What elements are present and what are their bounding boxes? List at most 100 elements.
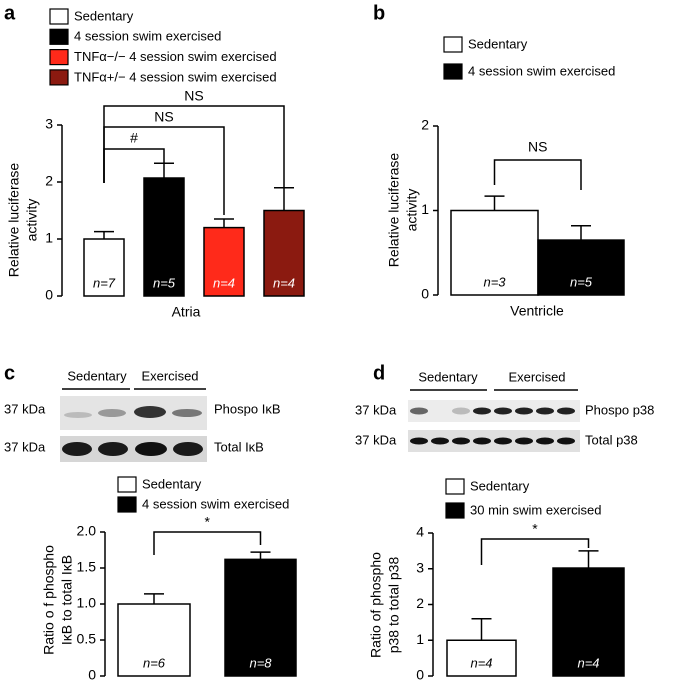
legend-label: TNFα−/− 4 session swim exercised — [74, 49, 277, 64]
panel-letter: d — [373, 362, 385, 384]
bar — [143, 177, 185, 297]
y-tick-label: 1 — [45, 230, 53, 246]
legend-label: Sedentary — [470, 478, 530, 493]
legend-label: 4 session swim exercised — [74, 29, 221, 44]
y-tick-label: 2.0 — [77, 523, 97, 539]
panel-letter: c — [4, 362, 15, 384]
band — [515, 437, 533, 445]
band — [536, 437, 554, 445]
blot-size: 37 kDa — [355, 402, 397, 417]
blot-group: Sedentary — [67, 368, 127, 383]
blot-label: Phospo p38 — [585, 402, 654, 417]
y-tick-label: 4 — [416, 524, 424, 540]
n-label: n=3 — [483, 274, 506, 289]
bar — [203, 226, 245, 297]
legend-label: 4 session swim exercised — [468, 63, 615, 78]
legend-swatch — [445, 502, 465, 519]
legend-swatch — [49, 28, 69, 45]
legend-label: Sedentary — [468, 36, 528, 51]
legend-swatch — [443, 63, 463, 80]
y-tick-label: 1.0 — [77, 595, 97, 611]
band — [494, 407, 512, 415]
blot-group: Exercised — [141, 368, 198, 383]
y-tick-label: 0 — [45, 287, 53, 303]
bar — [224, 558, 297, 677]
n-label: n=8 — [249, 655, 272, 670]
blot-label: Phospo IκB — [214, 401, 281, 416]
y-tick-label: 2 — [45, 173, 53, 189]
x-axis-label: Atria — [172, 304, 201, 320]
legend-swatch — [445, 478, 465, 495]
y-tick-label: 1 — [421, 201, 429, 217]
legend-swatch — [49, 8, 69, 25]
bar — [552, 567, 625, 677]
significance-label: NS — [184, 88, 203, 104]
legend-label: 4 session swim exercised — [142, 496, 289, 511]
n-label: n=5 — [153, 275, 176, 290]
legend-swatch — [49, 48, 69, 66]
y-tick-label: 3 — [45, 116, 53, 132]
legend-swatch — [49, 69, 69, 86]
band — [473, 407, 491, 415]
y-tick-label: 0 — [416, 667, 424, 681]
legend-label: Sedentary — [142, 476, 202, 491]
y-axis-label: IκB to total IκB — [59, 555, 75, 645]
band — [494, 437, 512, 445]
n-label: n=4 — [577, 655, 599, 670]
y-tick-label: 2 — [421, 117, 429, 133]
n-label: n=5 — [570, 274, 593, 289]
y-axis-label: Relative luciferase — [6, 163, 22, 278]
band — [515, 407, 533, 415]
bar — [83, 238, 125, 297]
n-label: n=4 — [470, 655, 492, 670]
bar — [446, 639, 517, 677]
y-tick-label: 1 — [416, 631, 424, 647]
legend-swatch — [117, 496, 137, 513]
significance-bracket — [480, 538, 590, 565]
n-label: n=4 — [213, 275, 235, 290]
band — [473, 437, 491, 445]
band — [452, 437, 470, 445]
legend-swatch — [443, 36, 463, 53]
y-axis-label: activity — [404, 189, 420, 232]
y-axis-label: p38 to total p38 — [386, 557, 402, 654]
y-axis-label: Ratio o f phospho — [41, 545, 57, 655]
significance-label: # — [130, 130, 138, 146]
bar — [117, 603, 191, 677]
y-axis-label: activity — [24, 199, 40, 242]
legend-swatch — [117, 476, 137, 493]
blot-label: Total p38 — [585, 432, 638, 447]
significance-label: NS — [528, 139, 547, 155]
y-axis-label: Ratio of phospho — [368, 552, 384, 658]
band — [536, 407, 554, 415]
y-tick-label: 0 — [421, 286, 429, 302]
band — [410, 437, 428, 445]
bar — [263, 209, 305, 297]
panel-letter: b — [373, 2, 385, 24]
significance-bracket — [103, 105, 285, 187]
band — [557, 437, 575, 445]
x-axis-label: Ventricle — [510, 303, 564, 319]
y-tick-label: 3 — [416, 559, 424, 575]
significance-bracket — [153, 531, 262, 555]
significance-label: * — [532, 521, 538, 537]
significance-bracket — [493, 159, 582, 190]
legend-label: Sedentary — [74, 8, 134, 23]
legend-label: TNFα+/− 4 session swim exercised — [74, 69, 277, 84]
band — [452, 407, 470, 415]
band — [410, 407, 428, 415]
blot-c: Sedentary Exercised 37 kDa 37 kDa Phospo… — [4, 368, 281, 462]
significance-label: * — [205, 514, 211, 530]
panel-letter: a — [4, 2, 16, 24]
y-tick-label: 1.5 — [77, 559, 97, 575]
blot-label: Total IκB — [214, 439, 264, 454]
blot-size: 37 kDa — [4, 401, 46, 416]
blot-size: 37 kDa — [355, 432, 397, 447]
y-tick-label: 0.5 — [77, 631, 97, 647]
n-label: n=6 — [143, 655, 166, 670]
significance-label: NS — [154, 109, 173, 125]
legend-label: 30 min swim exercised — [470, 502, 602, 517]
band — [431, 437, 449, 445]
blot-group: Sedentary — [418, 369, 478, 384]
